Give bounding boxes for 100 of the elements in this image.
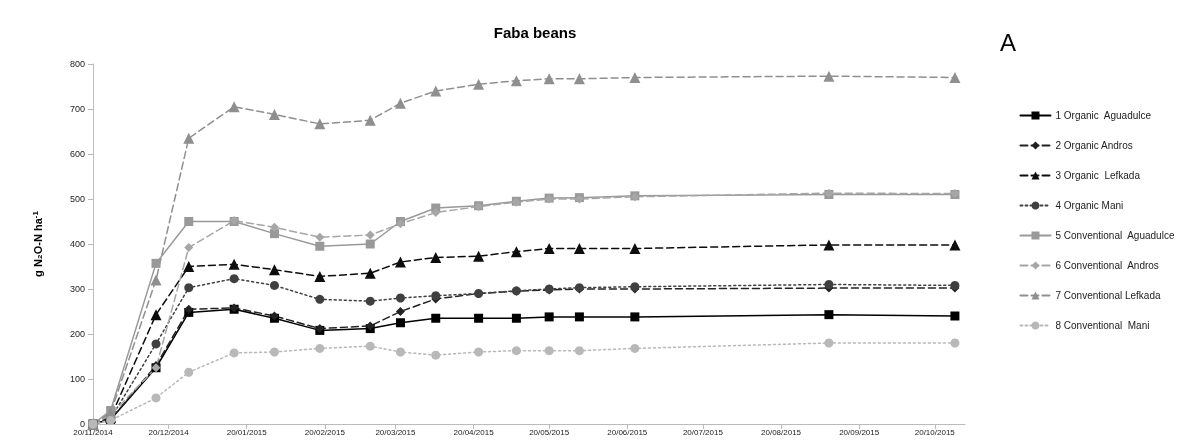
point [949,239,961,251]
y-tick-label: 0 [79,419,85,429]
point [315,232,325,242]
point [950,338,960,348]
point [315,241,325,251]
point [269,280,279,290]
legend-label: 3 Organic Lefkada [1055,170,1141,181]
point [431,313,441,323]
point [543,243,555,254]
x-tick-label: 20/03/2015 [375,427,416,437]
point [630,312,640,322]
point [315,294,325,304]
y-axis-title: g N₂O-N ha-1 [30,210,44,277]
point [629,72,641,83]
point [473,250,485,262]
x-tick-label: 20/04/2015 [453,427,495,437]
point [394,256,406,268]
point [574,346,584,356]
text: A [1000,28,1017,56]
point [629,243,641,254]
legend-label: 8 Conventional Mani [1055,320,1150,331]
point [510,75,522,87]
point [365,341,375,351]
point [511,313,521,323]
legend-label: 7 Conventional Lefkada [1055,290,1161,301]
point [824,280,834,289]
point [151,393,161,403]
y-tick-label: 100 [69,374,85,384]
point [151,258,161,268]
point [184,243,194,253]
point [573,243,585,254]
y-tick-label: 700 [69,104,85,114]
point [150,274,162,286]
point [824,338,834,348]
point [431,350,441,360]
point [573,73,585,85]
point [474,313,484,323]
y-tick-label: 200 [69,329,85,339]
x-tick-label: 20/08/2015 [761,427,802,437]
point [365,296,375,306]
point [394,97,406,109]
point [630,343,640,353]
x-tick-label: 20/01/2015 [226,427,268,437]
y-tick-label: 300 [69,284,85,294]
chart-title: Faba beans [493,24,577,41]
point [183,261,195,272]
y-tick-label: 500 [69,194,85,204]
point [229,348,239,358]
y-tick-label: 600 [69,149,85,159]
x-tick-label: 20/10/2015 [914,427,956,437]
point [823,70,835,82]
point [544,346,554,356]
x-tick-label: 20/05/2015 [529,427,570,437]
point [228,258,240,270]
point [395,293,405,303]
point [269,347,279,357]
point [314,270,326,282]
point [184,367,194,377]
point [950,311,960,321]
legend-label: 6 Conventional Andros [1055,260,1159,271]
point [269,222,279,232]
point [395,318,405,328]
point [229,274,239,284]
y-tick-label: 800 [69,59,85,69]
point [543,73,555,85]
point [511,346,521,356]
point [228,101,240,113]
point [824,310,834,320]
point [574,312,584,322]
point [395,347,405,357]
legend-label: 4 Organic Mani [1055,200,1124,211]
point [474,347,484,357]
point [365,230,375,240]
point [544,312,554,322]
point [314,118,326,130]
point [364,114,376,126]
x-tick-label: 20/12/2014 [148,427,190,437]
x-tick-label: 20/11/2014 [73,427,114,437]
point [473,78,485,90]
point [430,252,442,263]
x-tick-label: 20/07/2015 [682,427,724,437]
legend-label: 5 Conventional Aguadulce [1055,230,1175,241]
point [431,208,441,217]
point [183,132,195,144]
point [184,217,194,226]
point [151,339,161,349]
legend-label: 2 Organic Andros [1055,140,1133,151]
point [365,239,375,249]
point [430,85,442,97]
x-tick-label: 20/09/2015 [839,427,880,437]
y-tick-label: 400 [69,239,85,249]
legend-label: 1 Organic Aguadulce [1055,110,1152,121]
x-tick-label: 20/06/2015 [607,427,648,437]
point [315,343,325,353]
point [268,264,280,276]
point [364,267,376,279]
point [395,307,405,316]
x-tick-label: 20/02/2015 [304,427,346,437]
point [268,108,280,120]
point [823,239,835,251]
